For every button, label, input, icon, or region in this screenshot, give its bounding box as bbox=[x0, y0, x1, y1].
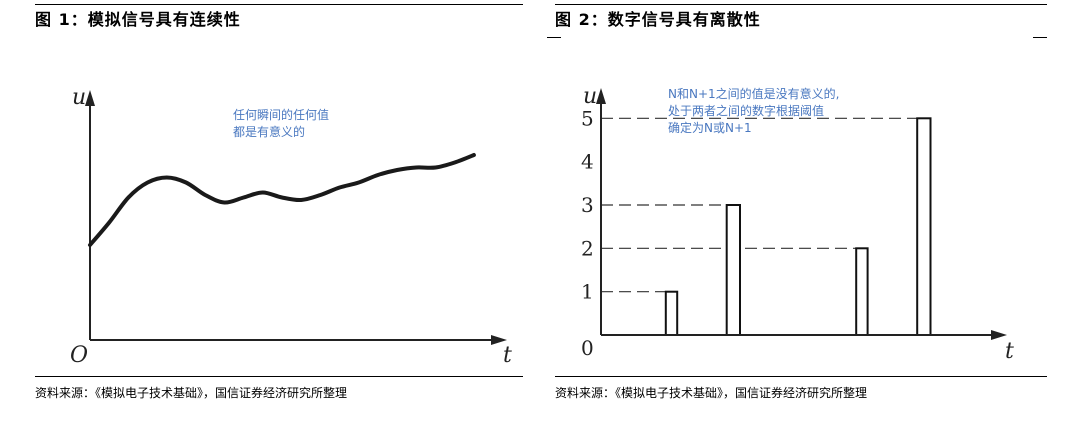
x-axis-label: t bbox=[503, 343, 512, 368]
pulse-bar-4 bbox=[916, 117, 932, 336]
figure-1-title: 图 1：模拟信号具有连续性 bbox=[35, 10, 241, 29]
y-tick-labels: 1 2 3 4 5 bbox=[581, 106, 594, 303]
y-tick-label-5: 5 bbox=[581, 106, 594, 130]
figure-1-source: 资料来源：《模拟电子技术基础》，国信证券经济研究所整理 bbox=[35, 386, 348, 400]
pulse-bar-3 bbox=[855, 247, 869, 336]
x-axis-arrow bbox=[491, 335, 507, 345]
annotation-line-3: 确定为N或N+1 bbox=[668, 120, 752, 135]
figure-2-panel: 图 2：数字信号具有离散性 1 2 3 4 5 u t 0 N和N+1之间的值是没有意义… bbox=[547, 0, 1047, 435]
x-axis-label: t bbox=[1005, 339, 1014, 364]
y-tick-label-2: 2 bbox=[581, 236, 594, 260]
pulse-bars bbox=[664, 117, 932, 337]
corner-mark-right bbox=[1033, 37, 1047, 38]
origin-label: 0 bbox=[581, 336, 594, 360]
y-axis-label: u bbox=[72, 85, 86, 110]
pulse-bar-1 bbox=[664, 290, 679, 337]
digital-signal-chart: 1 2 3 4 5 u t 0 N和N+1之间的值是没有意义的, 处于两者之间的数字根据… bbox=[581, 84, 1014, 364]
y-tick-label-4: 4 bbox=[581, 150, 594, 174]
x-axis-arrow bbox=[991, 330, 1007, 340]
figure-1-panel: 图 1：模拟信号具有连续性 u t O 任何瞬间的任何值 都是有意义的 资料来源… bbox=[35, 0, 523, 435]
threshold-dashes bbox=[601, 117, 918, 293]
bottom-rule bbox=[35, 376, 523, 377]
annotation-line-1: 任何瞬间的任何值 bbox=[233, 107, 329, 122]
y-tick-label-3: 3 bbox=[581, 193, 594, 217]
annotation-line-1: N和N+1之间的值是没有意义的, bbox=[668, 86, 839, 101]
origin-label: O bbox=[70, 343, 88, 368]
pulse-bar-2 bbox=[725, 204, 741, 336]
analog-signal-chart: u t O 任何瞬间的任何值 都是有意义的 bbox=[70, 85, 512, 368]
top-rule bbox=[555, 4, 1047, 5]
y-tick-label-1: 1 bbox=[581, 280, 594, 304]
annotation-line-2: 都是有意义的 bbox=[233, 124, 305, 139]
y-axis-label: u bbox=[583, 84, 597, 109]
annotation-line-2: 处于两者之间的数字根据阈值 bbox=[668, 103, 824, 118]
figure-2-source: 资料来源：《模拟电子技术基础》，国信证券经济研究所整理 bbox=[555, 386, 868, 400]
figure-2-title: 图 2：数字信号具有离散性 bbox=[555, 10, 761, 29]
top-rule bbox=[35, 4, 523, 5]
bottom-rule bbox=[555, 376, 1047, 377]
y-axis-arrow bbox=[85, 90, 95, 106]
corner-mark-left bbox=[547, 37, 561, 38]
analog-signal-curve bbox=[88, 153, 476, 247]
y-axis-arrow bbox=[596, 88, 606, 104]
